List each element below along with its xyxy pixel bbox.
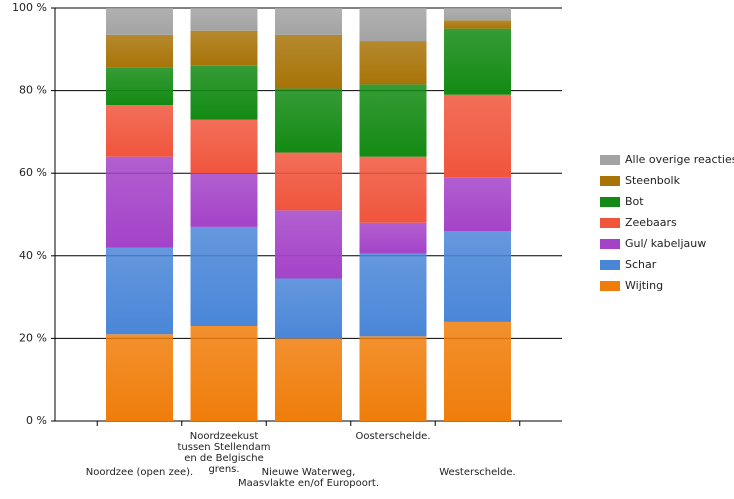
x-tick-label: Nieuwe Waterweg, Maasvlakte en/of Europo… [237,467,380,489]
x-tick-label: Noordzee (open zee). [85,467,194,478]
bar-segment [359,41,427,85]
legend-label: Gul/ kabeljauw [625,237,706,250]
legend-label: Steenbolk [625,174,681,187]
bar-segment [190,326,258,421]
x-tick-label: Oosterschelde. [355,431,431,442]
bar-segment [275,338,342,421]
bar-segment [444,177,511,232]
bar-segment [444,321,511,421]
legend-swatch [600,281,620,291]
bar-segment [275,152,342,211]
bar-segment [106,105,173,157]
bar-segment [359,253,427,337]
legend-swatch [600,197,620,207]
legend-label: Alle overige reacties [625,153,734,166]
legend-swatch [600,155,620,165]
bar-segment [106,156,173,248]
bar-segment [275,34,342,89]
legend-swatch [600,260,620,270]
bar-segment [106,67,173,106]
y-tick-label: 20 % [19,331,47,344]
bar-segment [190,173,258,227]
legend-swatch [600,239,620,249]
bar-segment [275,210,342,279]
bar-segment [190,65,258,120]
bar-segment [359,336,427,421]
bar-segment [106,334,173,421]
bar-segment [444,94,511,178]
bar-segment [444,28,511,95]
bar-segment [106,34,173,68]
legend-label: Schar [625,258,657,271]
bar-segment [359,156,427,223]
bar-segment [190,8,258,31]
y-tick-label: 0 % [26,414,47,427]
bar-segment [444,231,511,322]
x-tick-label: Noordzeekust tussen Stellendam en de Bel… [177,431,271,475]
y-tick-label: 100 % [12,1,47,14]
bar-segment [190,226,258,327]
bar-segment [275,88,342,153]
legend-label: Wijting [625,279,663,292]
bar-segment [444,8,511,21]
y-tick-label: 40 % [19,249,47,262]
bar-segment [190,30,258,66]
bar-segment [275,8,342,35]
bar-segment [106,247,173,335]
y-tick-label: 60 % [19,166,47,179]
bar-segment [359,8,427,42]
x-tick-label: Westerschelde. [439,467,516,478]
y-tick-label: 80 % [19,84,47,97]
bar-segment [359,84,427,157]
legend-label: Zeebaars [625,216,677,229]
bar-segment [106,8,173,35]
bar-segment [444,20,511,29]
bar-segment [275,278,342,339]
legend-swatch [600,218,620,228]
bar-segment [190,119,258,174]
bar-segment [359,222,427,254]
legend-label: Bot [625,195,644,208]
legend-swatch [600,176,620,186]
